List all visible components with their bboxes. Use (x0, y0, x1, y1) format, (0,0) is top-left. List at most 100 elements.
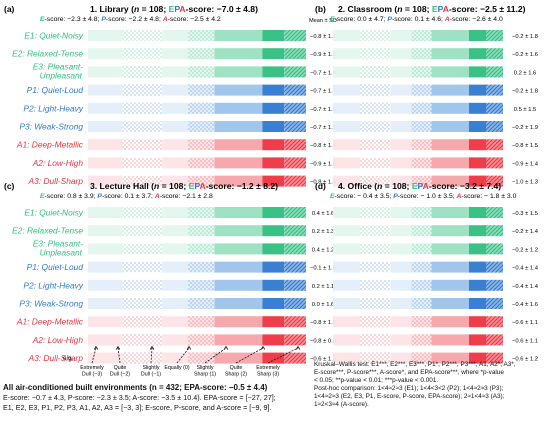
bar-segment (411, 157, 432, 169)
bar-segment (88, 243, 123, 255)
bar-segment (262, 334, 285, 346)
category-label: A3: Dull-Sharp (28, 353, 84, 363)
bar-segment (88, 121, 123, 132)
bar-segment (122, 279, 163, 291)
bar-segment (411, 225, 432, 237)
bar-segment (188, 84, 215, 96)
bar-row: E1: Quiet-Noisy −0.8 ± 1.7 (24, 30, 336, 41)
bar-segment (214, 84, 263, 96)
bar-segment (390, 261, 412, 273)
bar-segment (360, 66, 391, 78)
bar-row: E2: Relaxed-Tense −0.9 ± 1.6 (12, 48, 336, 60)
bar-segment (469, 334, 486, 346)
panel-title: 3. Lecture Hall (n = 108; EPA-score: −1.… (90, 181, 278, 191)
bar-segment (188, 207, 215, 218)
bar-segment (122, 121, 163, 132)
bar-segment (214, 66, 263, 78)
bar-row: −0.6 ± 1.1 (333, 334, 538, 346)
bar-segment (360, 102, 391, 114)
bar-segment (390, 352, 412, 364)
bar-segment (284, 121, 306, 132)
mean-sd-value: 0.2 ± 1.6 (514, 70, 537, 76)
stats-line-1: Kruskal–Wallis test: E1***, E2***, E3***… (314, 361, 516, 368)
bar-segment (214, 334, 263, 346)
bar-segment (486, 352, 503, 364)
bar-segment (431, 102, 469, 114)
bar-segment (431, 157, 469, 169)
mean-sd-value: −0.2 ± 1.8 (512, 34, 538, 40)
panel-tag: (b) (315, 4, 326, 14)
category-label: E2: Relaxed-Tense (12, 226, 83, 236)
panel-tag: (a) (4, 4, 15, 14)
bar-segment (431, 66, 469, 78)
bar-segment (262, 207, 285, 218)
bar-segment (188, 48, 215, 60)
bar-segment (284, 175, 306, 187)
bar-segment (162, 207, 189, 218)
footer-summary: All air-conditioned built environments (… (3, 383, 333, 412)
bar-segment (188, 102, 215, 114)
bar-row: −0.8 ± 1.5 (333, 139, 538, 151)
bar-segment (262, 139, 285, 151)
mean-sd-value: −0.8 ± 1.7 (310, 34, 336, 40)
bar-segment (411, 279, 432, 291)
bar-segment (214, 316, 263, 328)
bar-segment (390, 139, 412, 151)
panel-tag: (c) (4, 181, 15, 191)
bar-segment (390, 48, 412, 60)
mean-sd-value: −0.2 ± 1.2 (512, 247, 538, 253)
bar-segment (188, 139, 215, 151)
bar-segment (262, 352, 285, 364)
bar-segment (360, 48, 391, 60)
bar-segment (469, 175, 486, 187)
bar-segment (469, 243, 486, 255)
bar-segment (162, 279, 189, 291)
bar-segment (262, 102, 285, 114)
bar-segment (162, 121, 189, 132)
bar-segment (411, 121, 432, 132)
bar-segment (162, 66, 189, 78)
bar-segment (88, 175, 123, 187)
bar-segment (360, 316, 391, 328)
category-label: P3: Weak-Strong (19, 299, 83, 309)
footer-statistics: Kruskal–Wallis test: E1***, E2***, E3***… (314, 361, 550, 409)
bar-segment (486, 66, 503, 78)
bar-segment (411, 243, 432, 255)
bar-segment (188, 261, 215, 273)
mean-sd-value: −0.4 ± 1.4 (512, 266, 539, 272)
bar-segment (88, 298, 123, 309)
bar-segment (333, 48, 361, 60)
bar-segment (162, 225, 189, 237)
bar-segment (262, 316, 285, 328)
mean-sd-header: Mean ± SD (309, 18, 337, 24)
bar-segment (333, 243, 361, 255)
stats-line-2: E-score***, P-score***, A-score*, and EP… (314, 369, 504, 376)
bar-segment (360, 30, 391, 41)
bar-segment (262, 157, 285, 169)
bar-segment (469, 66, 486, 78)
bar-segment (390, 207, 412, 218)
bar-segment (122, 157, 163, 169)
mean-sd-value: −0.8 ± 1.0 (310, 320, 336, 326)
bar-segment (333, 261, 361, 273)
bar-segment (431, 175, 469, 187)
bar-segment (214, 243, 263, 255)
arrow-head (295, 345, 301, 350)
bar-segment (122, 352, 163, 364)
scale-label: Extremely Sharp (3) (256, 365, 280, 378)
scale-arrow (91, 347, 97, 364)
bar-segment (431, 316, 469, 328)
mean-sd-value: −0.4 ± 1.4 (512, 284, 539, 290)
bar-segment (88, 225, 123, 237)
mean-sd-value: −0.4 ± 1.6 (512, 302, 538, 308)
bar-segment (431, 121, 469, 132)
bar-segment (390, 243, 412, 255)
panel-1: (a) 1. Library (n = 108; EPA-score: −7.0 … (4, 4, 337, 187)
bar-segment (162, 175, 189, 187)
bar-segment (390, 334, 412, 346)
bar-row: P1: Quiet-Loud −0.7 ± 1.7 (27, 84, 336, 96)
bar-row: A3: Dull-Sharp −0.6 ± 1.2 (28, 352, 336, 364)
bar-segment (390, 225, 412, 237)
bar-segment (262, 279, 285, 291)
bar-segment (360, 298, 391, 309)
